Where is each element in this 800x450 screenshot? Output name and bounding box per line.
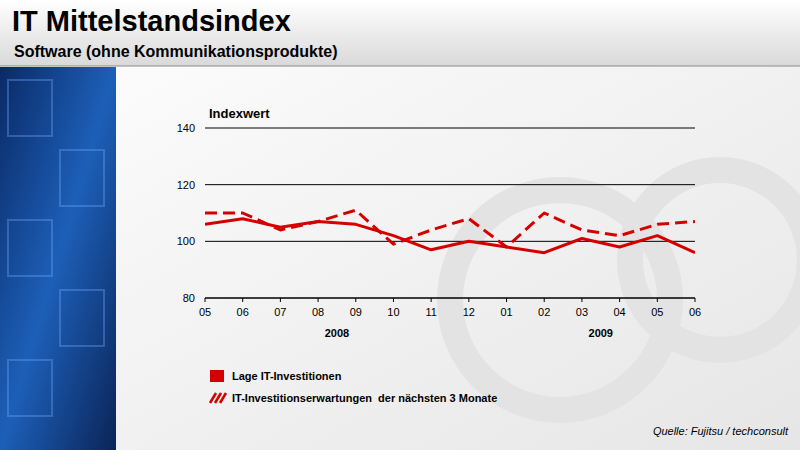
- x-axis-line: [205, 298, 695, 299]
- subtitle: Software (ohne Kommunikationsprodukte): [14, 43, 338, 60]
- x-tick-label: 02: [538, 306, 550, 318]
- x-tick-label: 04: [613, 306, 625, 318]
- x-tick: [695, 298, 696, 302]
- x-tick-label: 10: [387, 306, 399, 318]
- legend-label: Lage IT-Investitionen: [232, 370, 342, 382]
- x-tick-label: 12: [463, 306, 475, 318]
- x-tick-label: 06: [689, 306, 701, 318]
- panel-decoration: [60, 150, 104, 206]
- x-group-label: 2008: [325, 327, 349, 339]
- x-tick: [506, 298, 507, 302]
- x-tick-label: 01: [500, 306, 512, 318]
- grid-line: [205, 128, 695, 129]
- x-tick: [318, 298, 319, 302]
- series-group: [205, 210, 695, 253]
- x-tick: [581, 298, 582, 302]
- x-tick-label: 03: [576, 306, 588, 318]
- x-tick: [657, 298, 658, 302]
- background: [0, 0, 800, 450]
- x-tick-label: 07: [274, 306, 286, 318]
- panel-decoration: [8, 360, 52, 416]
- legend-swatch-stripe: [220, 393, 226, 403]
- x-tick: [468, 298, 469, 302]
- title: IT Mittelstandsindex: [12, 5, 291, 37]
- side-panel: [0, 67, 116, 450]
- x-tick: [619, 298, 620, 302]
- x-tick-label: 06: [237, 306, 249, 318]
- series-line: [205, 210, 695, 247]
- header-rule: [0, 66, 800, 67]
- panel-decoration: [8, 80, 52, 136]
- y-axis-title: Indexwert: [209, 106, 270, 121]
- x-tick: [544, 298, 545, 302]
- logo-decoration: [630, 170, 800, 350]
- x-tick-label: 11: [425, 306, 436, 318]
- legend-swatch: [210, 393, 226, 403]
- legend-label: IT-Investitionserwartungen der nächsten …: [232, 392, 497, 404]
- grid-line: [205, 184, 695, 185]
- panel-decoration: [8, 220, 52, 276]
- source-note: Quelle: Fujitsu / techconsult: [653, 425, 789, 437]
- x-tick-label: 05: [199, 306, 211, 318]
- x-tick: [393, 298, 394, 302]
- grid-line: [205, 298, 695, 299]
- x-tick: [431, 298, 432, 302]
- x-tick-label: 08: [312, 306, 324, 318]
- x-tick: [355, 298, 356, 302]
- series-line: [205, 219, 695, 253]
- x-tick-label: 05: [651, 306, 663, 318]
- y-tick-label: 100: [177, 235, 195, 247]
- chart-canvas: IT Mittelstandsindex Software (ohne Kommu…: [0, 0, 800, 450]
- x-tick: [242, 298, 243, 302]
- x-tick-label: 09: [350, 306, 362, 318]
- legend-swatch: [210, 370, 224, 382]
- header-band: [0, 0, 800, 66]
- x-group-label: 2009: [589, 327, 613, 339]
- x-tick: [280, 298, 281, 302]
- panel-decoration: [60, 290, 104, 346]
- y-tick-label: 120: [177, 179, 195, 191]
- y-tick-label: 80: [183, 292, 195, 304]
- x-tick: [205, 298, 206, 302]
- y-tick-label: 140: [177, 122, 195, 134]
- grid-line: [205, 241, 695, 242]
